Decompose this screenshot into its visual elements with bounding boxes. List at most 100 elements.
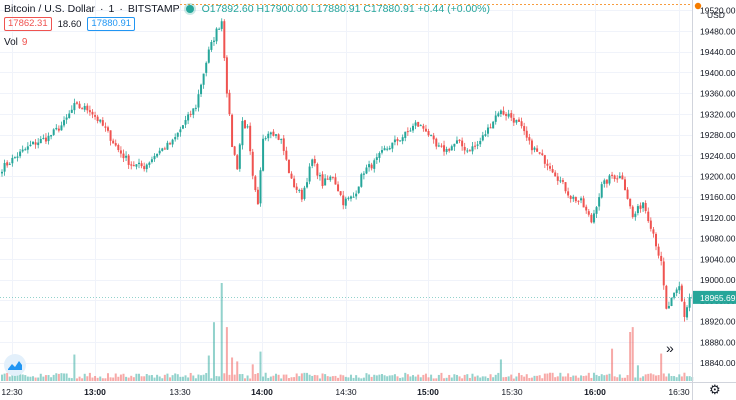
volume-bar (39, 373, 42, 381)
symbol-title[interactable]: Bitcoin / U.S. Dollar (4, 3, 96, 15)
exchange-label: BITSTAMP (127, 3, 180, 15)
candle (60, 121, 63, 131)
volume-bar (649, 373, 652, 381)
price-tick-label: 19120.00 (700, 213, 736, 223)
price-tick-label: 19400.00 (700, 68, 736, 78)
volume-bar (404, 372, 407, 381)
volume-bar (561, 376, 564, 381)
volume-bar (337, 377, 340, 381)
volume-bar (471, 373, 474, 381)
volume-bar (88, 372, 91, 381)
gear-icon[interactable]: ⚙ (709, 382, 721, 397)
price-axis[interactable]: 19520.00 19480.00 19440.00 19400.00 19360.00… (692, 0, 736, 400)
time-axis[interactable]: 12:30 13:00 13:30 14:00 14:30 15:00 15:30 16:00… (0, 382, 736, 398)
candle (233, 145, 236, 156)
grid-lines (0, 0, 692, 382)
candle (94, 111, 97, 120)
volume-bar (396, 376, 399, 381)
volume-bar (365, 373, 368, 381)
volume-bar (316, 375, 319, 381)
volume-bar (357, 377, 360, 381)
volume-bar (153, 377, 156, 381)
candle (125, 151, 128, 161)
candle (189, 110, 192, 118)
volume-bar (443, 378, 446, 381)
volume-bar (642, 376, 645, 381)
volume-bar (603, 375, 606, 381)
candle (422, 123, 425, 132)
volume-bar (324, 374, 327, 381)
candle (611, 171, 614, 179)
volume-bar (318, 378, 321, 381)
candle (613, 174, 616, 182)
alert-marker-icon[interactable] (694, 2, 702, 10)
price-tick-label: 19320.00 (700, 109, 736, 119)
volume-bar (528, 377, 531, 381)
candle (179, 126, 182, 137)
volume-bar (169, 377, 172, 381)
candle (161, 147, 164, 152)
candle (311, 158, 314, 169)
volume-bar (233, 374, 236, 381)
candle (207, 46, 210, 64)
candle (564, 181, 567, 194)
candle (308, 163, 311, 185)
candle (29, 140, 32, 147)
candle (388, 145, 391, 151)
candle (47, 132, 50, 145)
volume-bar (616, 377, 619, 381)
volume-bar (486, 377, 489, 381)
candle (600, 181, 603, 199)
volume-bar (161, 378, 164, 381)
volume-bar (667, 373, 670, 381)
quote-bar: 17862.31 18.60 17880.91 (4, 17, 136, 31)
volume-bar (34, 377, 37, 381)
candle (603, 178, 606, 188)
volume-bar (538, 375, 541, 381)
tradingview-logo-icon[interactable] (4, 354, 26, 376)
volume-bar (362, 377, 365, 381)
candle (52, 128, 55, 136)
volume-bar (68, 377, 71, 381)
time-tick-label: 16:00 (584, 387, 606, 397)
candle (117, 143, 120, 153)
candle (561, 178, 564, 185)
candle (642, 202, 645, 212)
candle (109, 130, 112, 146)
volume-bar (197, 374, 200, 381)
volume-bar (373, 374, 376, 381)
bid-price[interactable]: 17862.31 (4, 17, 52, 31)
candle (636, 203, 639, 216)
candle (474, 141, 477, 150)
volume-bar (11, 372, 14, 381)
candle (373, 158, 376, 173)
candle (518, 117, 520, 122)
market-status-icon (185, 5, 194, 13)
volume-bar (130, 375, 133, 381)
time-tick-label: 15:00 (417, 387, 439, 397)
candle (68, 110, 71, 119)
candle (293, 175, 296, 189)
candle (582, 195, 585, 208)
candle (228, 89, 231, 117)
candle (3, 159, 6, 176)
candle (83, 103, 86, 112)
candle (259, 167, 262, 207)
candle (324, 174, 327, 186)
candle (471, 141, 474, 155)
candle (57, 125, 60, 133)
volume-bar (119, 374, 122, 381)
volume-bars (1, 283, 694, 381)
candle (430, 134, 433, 137)
ask-price[interactable]: 17880.91 (87, 17, 136, 31)
candle (73, 98, 76, 115)
candle (370, 162, 373, 171)
volume-bar (461, 378, 464, 381)
volume-bar (83, 373, 86, 381)
interval-label[interactable]: 1 (108, 3, 115, 15)
candle (559, 176, 562, 184)
candle (331, 176, 334, 180)
volume-bar (145, 374, 148, 381)
double-chevron-right-icon[interactable]: » (666, 340, 674, 356)
